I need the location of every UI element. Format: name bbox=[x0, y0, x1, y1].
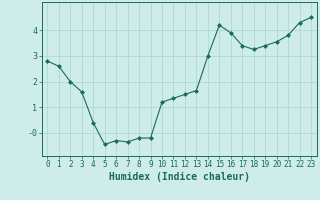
X-axis label: Humidex (Indice chaleur): Humidex (Indice chaleur) bbox=[109, 172, 250, 182]
